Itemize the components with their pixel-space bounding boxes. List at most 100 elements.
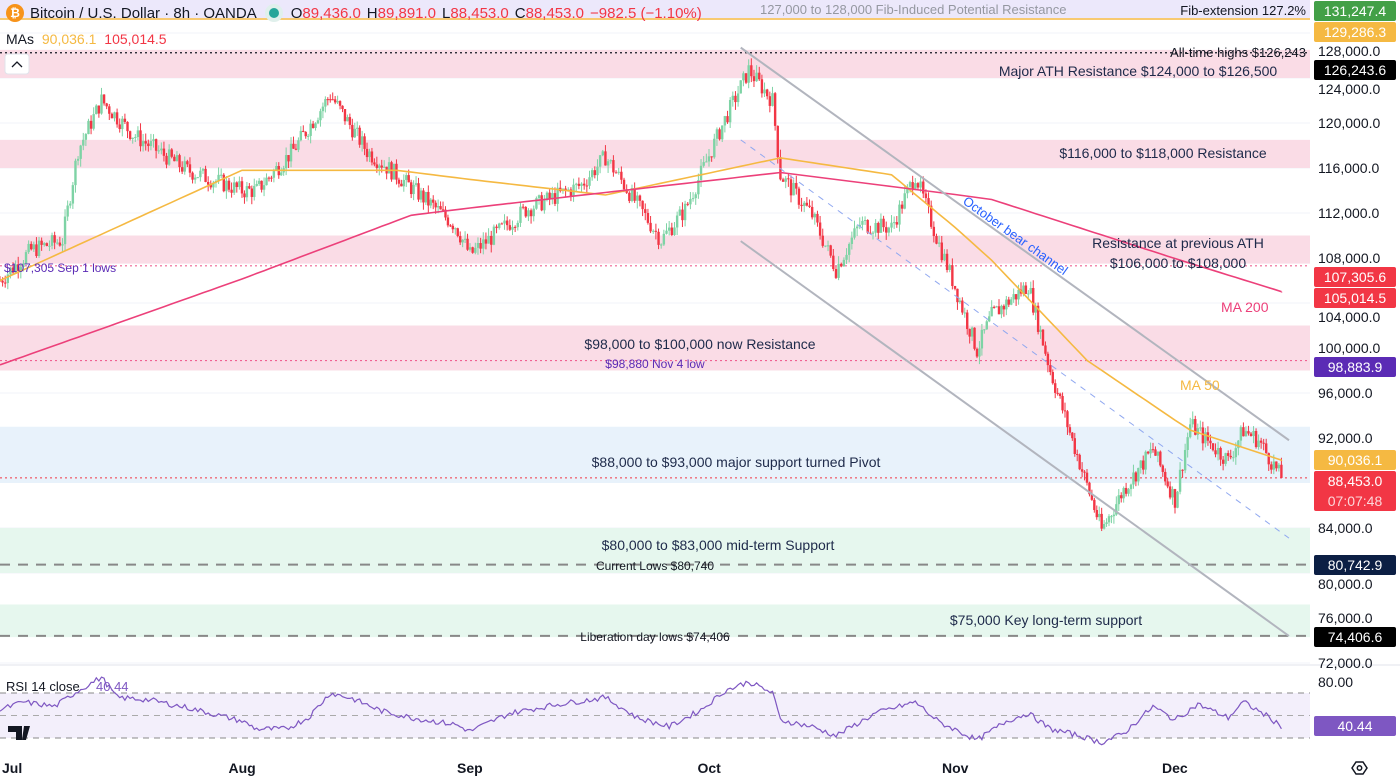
candle-down (449, 225, 452, 227)
candle-down (953, 285, 957, 289)
candle-down (1071, 432, 1074, 439)
candle-down (924, 193, 928, 199)
candle-down (569, 189, 573, 197)
candle-up (1122, 487, 1125, 499)
candle-up (193, 177, 197, 180)
candle-up (683, 203, 687, 221)
candle-up (1176, 491, 1179, 508)
candle-down (162, 148, 166, 156)
candle-down (911, 182, 914, 190)
candle-up (963, 312, 966, 314)
candle-up (763, 89, 766, 94)
candle-up (652, 230, 655, 232)
zone-resistance (0, 49, 1310, 78)
rsi-line (0, 676, 1282, 746)
candle-down (513, 226, 517, 228)
x-tick-label: Dec (1162, 760, 1188, 776)
price-tag-value: 90,036.1 (1327, 452, 1383, 469)
y-tick-label: 108,000.0 (1318, 250, 1381, 266)
candle-down (1058, 393, 1062, 397)
collapse-legend-button[interactable] (4, 53, 30, 75)
level-label: Current Lows $80,740 (596, 559, 714, 573)
level-price-tag: 80,742.9 (1314, 554, 1396, 575)
candle-down (997, 306, 1001, 315)
candle-down (834, 269, 838, 278)
candle-down (1161, 465, 1164, 472)
candle-down (585, 185, 589, 187)
candle-down (1275, 461, 1278, 469)
candle-down (500, 223, 504, 225)
candle-down (1159, 451, 1162, 466)
level-label: $107,305 Sep 1 lows (4, 261, 116, 275)
candle-up (898, 204, 901, 225)
candle-down (243, 193, 246, 198)
candle-up (519, 206, 522, 223)
mas-legend[interactable]: MAs 90,036.1 105,014.5 (6, 31, 167, 47)
price-tag-value: 129,286.3 (1323, 24, 1387, 40)
candle-down (1076, 453, 1079, 455)
candle-up (74, 160, 77, 186)
candle-up (1137, 467, 1140, 482)
candle-up (22, 263, 25, 268)
candle-down (582, 183, 586, 186)
market-status-icon (268, 8, 279, 18)
candle-up (1139, 460, 1142, 468)
y-tick-label: 112,000.0 (1318, 205, 1380, 221)
candle-up (609, 160, 612, 162)
candle-up (498, 223, 501, 229)
candle-up (1199, 427, 1202, 429)
candle-up (713, 138, 716, 158)
candle-down (1078, 454, 1081, 470)
candle-down (832, 255, 835, 270)
candle-up (983, 329, 986, 331)
candle-up (958, 300, 962, 303)
candle-down (1049, 365, 1052, 373)
candle-down (760, 79, 764, 94)
candle-up (665, 230, 668, 234)
candle-down (932, 226, 936, 237)
candle-down (191, 172, 194, 180)
candle-up (1129, 484, 1133, 490)
candle-up (82, 139, 85, 146)
candle-down (341, 105, 344, 109)
ma200-value: 105,014.5 (104, 31, 167, 47)
candle-down (1242, 427, 1245, 437)
candle-down (508, 225, 512, 230)
candle-down (178, 155, 181, 168)
candle-up (747, 65, 750, 83)
candle-up (863, 220, 867, 222)
candle-down (292, 143, 295, 149)
candle-down (744, 73, 748, 83)
candle-up (906, 186, 909, 194)
settings-icon-center (1356, 765, 1363, 771)
candle-up (149, 141, 153, 147)
candle-down (644, 209, 647, 213)
candle-up (667, 227, 671, 231)
candle-up (356, 127, 359, 129)
candle-up (92, 114, 95, 129)
candle-down (58, 242, 62, 246)
candle-up (43, 243, 46, 245)
candle-down (1007, 299, 1010, 305)
zone-label: $98,000 to $100,000 now Resistance (584, 336, 815, 352)
price-tag: 129,286.3 (1314, 22, 1396, 42)
candle-up (378, 165, 381, 168)
candle-down (1229, 455, 1232, 458)
candle-up (861, 220, 864, 225)
symbol-title[interactable]: Bitcoin / U.S. Dollar · 8h · OANDA (30, 4, 257, 22)
candle-down (577, 183, 581, 186)
candle-down (1054, 383, 1057, 393)
candle-down (1085, 472, 1089, 483)
candle-down (866, 220, 869, 233)
bitcoin-icon: ₿ (6, 4, 24, 22)
zone-label: $106,000 to $108,000 (1110, 255, 1246, 271)
candle-down (375, 164, 379, 168)
candle-up (14, 264, 17, 273)
candle-up (606, 161, 610, 166)
candle-down (17, 264, 20, 271)
settings-icon[interactable] (1351, 761, 1368, 775)
candle-up (985, 321, 988, 330)
candle-up (1196, 428, 1199, 435)
candle-up (212, 182, 215, 188)
